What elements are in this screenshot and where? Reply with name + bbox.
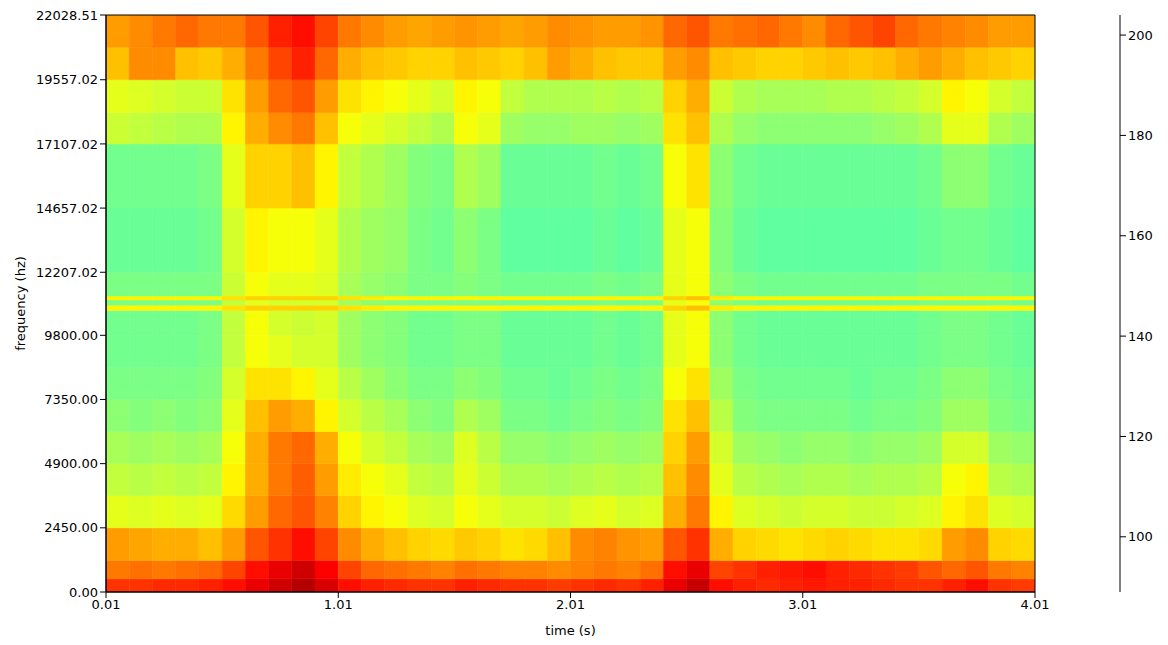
svg-text:frequency (hz): frequency (hz) [13,256,28,351]
svg-text:140: 140 [1128,329,1153,344]
svg-text:160: 160 [1128,228,1153,243]
svg-text:14657.02: 14657.02 [36,201,98,216]
svg-text:4900.00: 4900.00 [44,456,98,471]
svg-text:0.00: 0.00 [69,585,98,600]
svg-text:2.01: 2.01 [556,597,585,612]
svg-text:17107.02: 17107.02 [36,137,98,152]
svg-text:1.01: 1.01 [324,597,353,612]
svg-text:0.01: 0.01 [91,597,121,613]
svg-text:4.01: 4.01 [1021,597,1050,612]
svg-text:22028.51: 22028.51 [36,8,98,23]
svg-text:7350.00: 7350.00 [44,392,98,407]
svg-text:19557.02: 19557.02 [36,72,98,87]
svg-text:120: 120 [1128,429,1153,444]
svg-text:200: 200 [1128,28,1153,43]
svg-text:12207.02: 12207.02 [36,265,98,280]
svg-text:180: 180 [1128,128,1153,143]
svg-text:100: 100 [1128,529,1153,544]
svg-text:time (s): time (s) [545,623,595,638]
svg-text:9800.00: 9800.00 [44,328,98,343]
svg-text:3.01: 3.01 [788,597,817,612]
svg-text:2450.00: 2450.00 [44,520,98,535]
